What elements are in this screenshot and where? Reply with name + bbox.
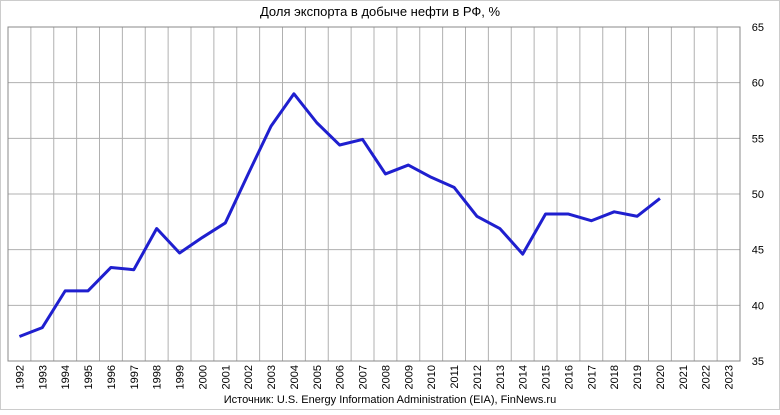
x-tick-label: 2002 [243,365,255,389]
x-tick-label: 1999 [175,365,187,389]
x-tick-label: 1994 [60,365,72,389]
x-tick-label: 2023 [724,365,736,389]
x-tick-label: 2006 [335,365,347,389]
x-tick-label: 2005 [312,365,324,389]
x-tick-label: 2004 [289,365,301,389]
y-tick-label: 40 [752,300,764,312]
x-tick-label: 2021 [678,365,690,389]
y-tick-label: 45 [752,245,764,257]
x-tick-label: 2019 [632,365,644,389]
x-tick-label: 2022 [701,365,713,389]
x-tick-label: 1996 [106,365,118,389]
chart-title: Доля экспорта в добыче нефти в РФ, % [260,4,500,19]
x-tick-label: 2009 [403,365,415,389]
x-tick-label: 1997 [129,365,141,389]
y-tick-label: 65 [752,22,764,34]
x-tick-label: 2017 [586,365,598,389]
x-tick-label: 2013 [495,365,507,389]
x-tick-label: 2015 [541,365,553,389]
plot-border [7,26,741,362]
x-tick-label: 1993 [37,365,49,389]
x-tick-label: 2018 [609,365,621,389]
y-tick-label: 55 [752,133,764,145]
x-tick-label: 2012 [472,365,484,389]
x-tick-label: 1992 [14,365,26,389]
x-tick-label: 2011 [449,365,461,389]
x-tick-label: 2008 [380,365,392,389]
y-tick-label: 35 [752,356,764,368]
x-tick-label: 2014 [518,365,530,389]
y-tick-label: 50 [752,189,764,201]
x-tick-label: 1998 [152,365,164,389]
x-tick-label: 2010 [426,365,438,389]
x-tick-label: 2003 [266,365,278,389]
y-tick-label: 60 [752,78,764,90]
x-tick-label: 2007 [358,365,370,389]
x-tick-label: 1995 [83,365,95,389]
x-tick-label: 2020 [655,365,667,389]
x-tick-label: 2000 [197,365,209,389]
data-line [18,92,661,338]
x-tick-label: 2001 [220,365,232,389]
x-tick-label: 2016 [563,365,575,389]
source: Источник: U.S. Energy Information Admini… [224,394,556,406]
